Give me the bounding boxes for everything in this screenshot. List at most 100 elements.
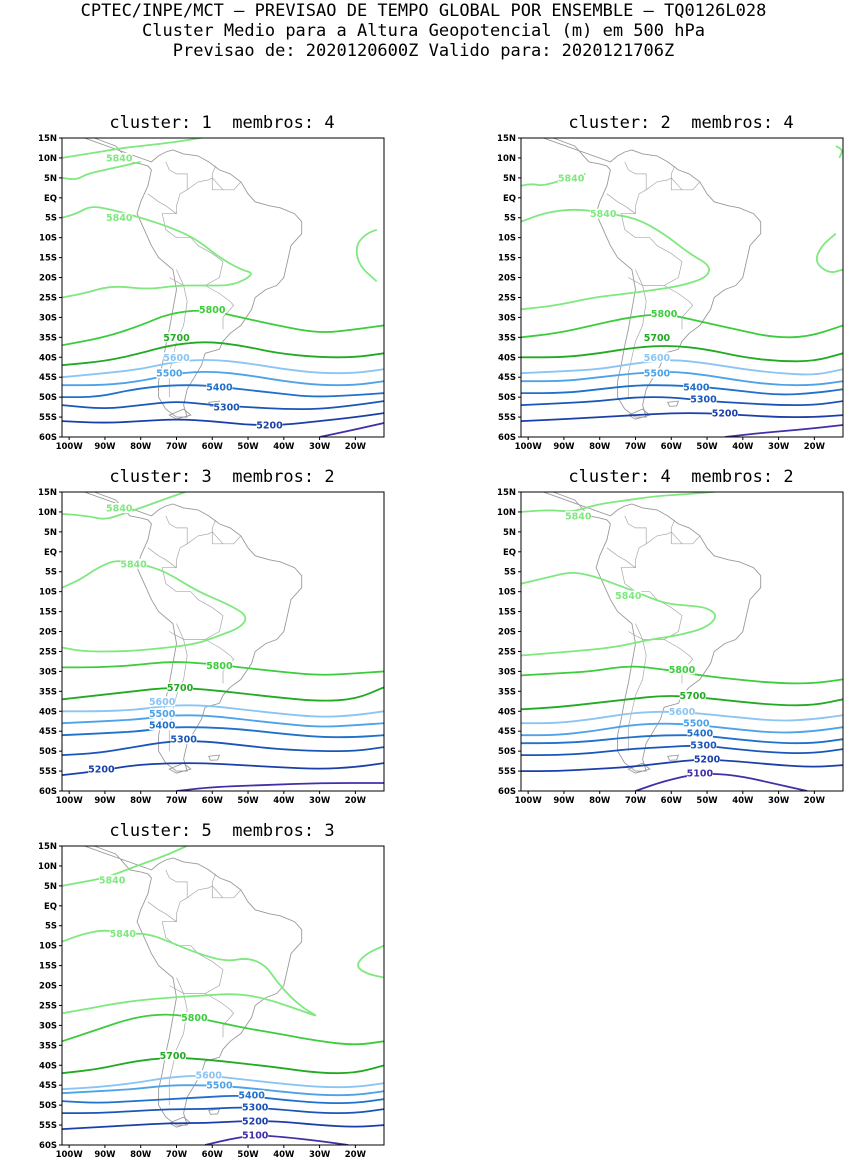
figure-title-line-1: CPTEC/INPE/MCT – PREVISAO DE TEMPO GLOBA…: [80, 1, 767, 21]
lat-label: 20S: [39, 982, 57, 992]
country-border: [670, 165, 682, 191]
lon-label: 20W: [345, 442, 367, 452]
lat-label: 30S: [498, 313, 516, 323]
lon-label: 30W: [768, 442, 790, 452]
contour-label-bg: [195, 1070, 222, 1081]
contour-label-5840: 5840: [110, 929, 137, 940]
contour-5840: [62, 138, 206, 159]
coastline-south-america: [542, 492, 762, 772]
lat-label: 30S: [39, 1021, 57, 1031]
contour-label-5200: 5200: [242, 1117, 269, 1128]
contour-label-5300: 5300: [170, 735, 197, 746]
contour-label-5840: 5840: [558, 173, 585, 184]
contour-5840: [62, 161, 142, 181]
map-area: 5840 5840 5800 5700 5600 5500 5400 5300 5200 5100…: [481, 487, 846, 812]
contour-label-bg: [149, 696, 176, 707]
lon-label: 50W: [237, 1150, 259, 1160]
map-area: 5840 5840 5800 5700 5600 5500 5400 5300 5200 15N 1…: [22, 487, 387, 812]
country-border: [168, 985, 188, 1106]
lon-label: 90W: [94, 1150, 116, 1160]
contour-label-5300: 5300: [213, 403, 240, 414]
coastline-island: [667, 400, 680, 407]
contour-label-5500: 5500: [683, 719, 710, 730]
lon-label: 100W: [56, 442, 84, 452]
lon-label: 40W: [732, 796, 754, 806]
coastline-island: [168, 1116, 192, 1128]
lat-label: 5N: [44, 174, 57, 184]
contour-label-bg: [669, 706, 695, 717]
map-frame: [520, 137, 844, 438]
lon-label: 100W: [56, 796, 84, 806]
lat-label: 35S: [39, 1041, 57, 1051]
lat-label: 60S: [39, 1141, 57, 1151]
country-border: [165, 869, 188, 898]
contour-5400: [521, 384, 843, 396]
country-border: [663, 639, 694, 684]
contour-label-5600: 5600: [669, 707, 696, 718]
contour-label-bg: [156, 368, 183, 379]
lat-label: 45S: [39, 1081, 57, 1091]
lat-label: 45S: [39, 727, 57, 737]
map-frame: [61, 137, 385, 438]
contour-label-5800: 5800: [206, 661, 233, 672]
lat-label: 35S: [39, 687, 57, 697]
country-border: [165, 515, 188, 544]
lon-label: 20W: [345, 796, 367, 806]
contour-label-5700: 5700: [160, 1051, 187, 1062]
contour-label-5100: 5100: [687, 769, 714, 780]
contour-5840: [355, 228, 378, 283]
contour-label-5200: 5200: [712, 409, 739, 420]
lat-label: 25S: [39, 1001, 57, 1011]
lat-label: 5N: [503, 174, 516, 184]
lat-label: 20S: [39, 628, 57, 638]
lat-label: EQ: [503, 194, 516, 204]
country-border: [161, 885, 242, 994]
lon-label: 60W: [202, 1150, 224, 1160]
country-border: [211, 873, 223, 899]
map-panel-cluster-4: cluster: 4 membros: 2 5840 5840 5800 5700 56…: [481, 467, 847, 812]
country-border: [147, 193, 177, 214]
contour-5600: [521, 359, 843, 376]
map-panel-cluster-5: cluster: 5 membros: 3 5840 5840 5800 5700 56…: [22, 821, 412, 1166]
contour-5840: [815, 233, 843, 273]
contour-label-bg: [694, 754, 721, 765]
lon-label: 60W: [202, 796, 224, 806]
lat-label: 35S: [498, 333, 516, 343]
contour-label-bg: [167, 682, 194, 693]
contour-label-5600: 5600: [163, 353, 190, 364]
lat-label: 40S: [39, 353, 57, 363]
contour-label-5200: 5200: [256, 421, 283, 432]
lat-label: 15N: [38, 488, 57, 498]
contour-5700: [521, 345, 843, 363]
contour-label-5700: 5700: [167, 683, 194, 694]
lat-label: 50S: [39, 393, 57, 403]
lat-label: 25S: [498, 647, 516, 657]
coastline-south-america: [83, 492, 303, 772]
lat-label: 30S: [39, 313, 57, 323]
lat-label: 40S: [498, 353, 516, 363]
contour-5200: [521, 412, 843, 422]
contour-5500: [521, 370, 843, 387]
contour-label-5500: 5500: [644, 369, 671, 380]
country-border: [663, 285, 694, 330]
contour-label-bg: [149, 708, 176, 719]
contour-5840: [62, 846, 189, 887]
lon-label: 70W: [166, 442, 188, 452]
contour-label-5840: 5840: [106, 503, 133, 514]
lat-label: 45S: [498, 727, 516, 737]
contour-label-bg: [149, 720, 176, 731]
contour-5200: [62, 1120, 384, 1130]
lon-label: 40W: [732, 442, 754, 452]
lat-label: 45S: [498, 373, 516, 383]
panel-title: cluster: 3 membros: 2: [109, 467, 335, 487]
lat-label: 60S: [498, 787, 516, 797]
contour-5840: [521, 208, 710, 311]
lat-label: 20S: [498, 628, 516, 638]
contour-label-bg: [679, 690, 706, 701]
lon-label: 100W: [515, 796, 543, 806]
lat-label: 25S: [39, 293, 57, 303]
contour-label-bg: [106, 212, 133, 223]
